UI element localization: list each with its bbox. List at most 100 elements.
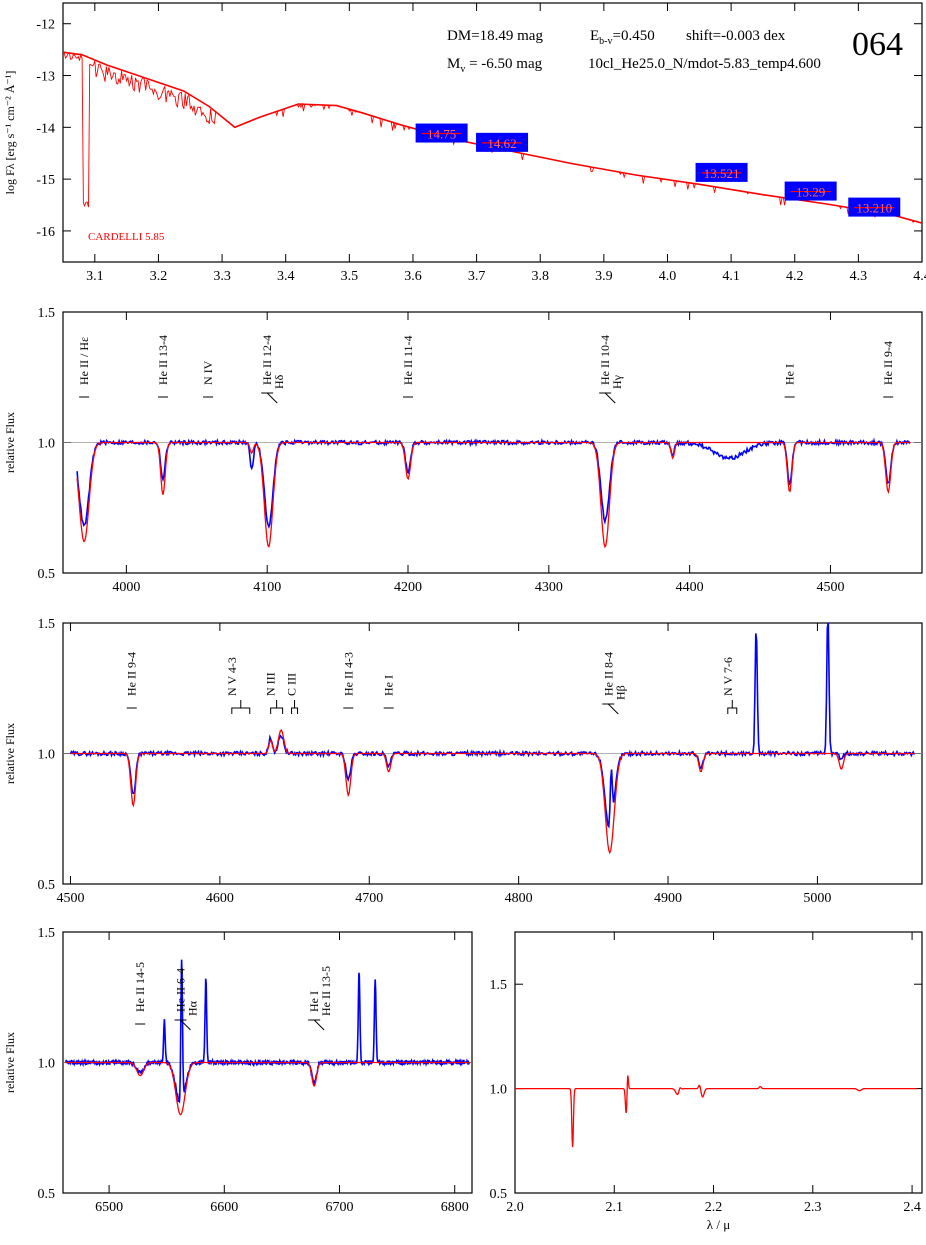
model-label: 10cl_He25.0_N/mdot-5.83_temp4.600	[588, 56, 821, 72]
green-ylabel: relative Flux	[3, 723, 17, 784]
blue-line-label: He II 13-4	[156, 335, 170, 385]
sed-xtick-label: 3.5	[341, 269, 359, 284]
red-ytick-label: 0.5	[38, 1187, 56, 1202]
sed-ytick-label: -13	[36, 70, 55, 85]
green-xtick-label: 4500	[56, 891, 84, 906]
red-line-marker	[180, 1019, 191, 1031]
red-line-label-2: He II 13-5	[319, 966, 333, 1016]
blue-line-label: He II 9-4	[881, 341, 895, 385]
ir-xtick-label: 2.2	[705, 1200, 723, 1215]
green-line-label: N V 4-3	[225, 657, 239, 696]
sed-frame	[62, 2, 923, 263]
blue-xtick-label: 4400	[676, 580, 704, 595]
reddening-label: CARDELLI 5.85	[88, 231, 165, 243]
ir-spectrum-panel: 2.0 2.1 2.2 2.3 2.4 0.5 1.0 1.5 λ / μ	[490, 931, 923, 1232]
red-xtick-label: 6800	[441, 1200, 469, 1215]
ebv-label: Eb-v=0.450	[590, 28, 655, 47]
blue-plot-area	[63, 437, 922, 549]
sed-ylabel: log Fλ [erg s⁻¹ cm⁻² Å⁻¹]	[3, 71, 17, 195]
green-line-bracket	[231, 700, 251, 714]
red-line-label: He II 6-4	[174, 968, 188, 1012]
ir-xtick-label: 2.4	[903, 1200, 921, 1215]
green-observed-spectrum	[69, 623, 915, 829]
green-xtick-label: 4700	[355, 891, 383, 906]
red-ytick-label: 1.0	[38, 1057, 56, 1072]
ir-ytick-label: 1.0	[490, 1083, 508, 1098]
star-id: 064	[852, 26, 903, 63]
blue-line-label-2: Hγ	[610, 374, 624, 389]
ir-ytick-label: 1.5	[490, 978, 508, 993]
red-xtick-label: 6600	[210, 1200, 238, 1215]
sed-xtick-label: 3.2	[150, 269, 168, 284]
green-line-label: He II 9-4	[125, 652, 139, 696]
sed-ytick-label: -16	[36, 225, 55, 240]
mv-label: Mv = -6.50 mag	[447, 56, 543, 75]
red-xtick-label: 6500	[95, 1200, 123, 1215]
blue-xtick-label: 4200	[394, 580, 422, 595]
photometry-label: 14.62	[487, 136, 516, 151]
sed-model-continuum	[63, 51, 922, 224]
sed-xtick-label: 3.7	[468, 269, 486, 284]
sed-xtick-label: 3.1	[86, 269, 104, 284]
green-line-label: He II 8-4	[601, 652, 615, 696]
photometry-label: 13.210	[856, 201, 892, 216]
blue-line-label: N IV	[201, 360, 215, 385]
sed-xtick-label: 3.9	[595, 269, 613, 284]
sed-xtick-label: 3.6	[404, 269, 422, 284]
blue-line-label: He I	[783, 364, 797, 385]
green-line-label: N III	[264, 672, 278, 696]
sed-panel: 3.1 3.2 3.3 3.4 3.5 3.6 3.7 3.8 3.9 4.0 4.1 4.2 4.3 4…	[3, 2, 926, 284]
photometry-label: 13.521	[704, 166, 740, 181]
red-spectrum-panel: 6500 6600 6700 6800 0.5 1.0 1.5 relative Flux He…	[3, 926, 473, 1215]
sed-xtick-label: 4.0	[659, 269, 677, 284]
red-line-label: He II 14-5	[133, 962, 147, 1012]
sed-xtick-label: 3.4	[277, 269, 295, 284]
ir-xtick-label: 2.3	[804, 1200, 822, 1215]
sed-xtick-label: 4.1	[722, 269, 740, 284]
red-ylabel: relative Flux	[3, 1032, 17, 1093]
red-ytick-label: 1.5	[38, 926, 56, 941]
green-ytick-label: 1.5	[38, 617, 56, 632]
green-line-label: He II 4-3	[341, 652, 355, 696]
header-text: DM=18.49 mag Eb-v=0.450 shift=-0.003 dex…	[88, 26, 903, 243]
blue-xtick-label: 4500	[816, 580, 844, 595]
sed-ytick-label: -12	[36, 18, 55, 33]
red-line-label-2: Hα	[186, 1000, 200, 1016]
red-observed-spectrum	[64, 959, 470, 1104]
blue-line-label: He II 11-4	[401, 335, 415, 385]
shift-label: shift=-0.003 dex	[686, 28, 786, 44]
blue-xtick-label: 4000	[112, 580, 140, 595]
green-model-spectrum	[70, 729, 915, 855]
green-ytick-label: 0.5	[38, 878, 56, 893]
photometry-label: 14.75	[427, 127, 456, 142]
green-line-label: C III	[285, 673, 299, 696]
blue-ytick-label: 0.5	[38, 567, 56, 582]
blue-model-spectrum	[76, 441, 911, 549]
red-plot-area	[63, 959, 472, 1116]
green-line-bracket	[727, 700, 738, 714]
blue-ylabel: relative Flux	[3, 412, 17, 473]
blue-ytick-label: 1.0	[38, 437, 56, 452]
sed-ytick-label: -15	[36, 173, 55, 188]
ir-ytick-label: 0.5	[490, 1187, 508, 1202]
blue-line-label: He II 10-4	[598, 335, 612, 385]
green-line-label-2: Hβ	[613, 685, 627, 700]
green-xtick-label: 5000	[803, 891, 831, 906]
red-line-label: He I	[307, 991, 321, 1012]
green-line-label: N V 7-6	[721, 657, 735, 696]
red-line-marker	[313, 1019, 325, 1031]
sed-xtick-label: 4.4	[913, 269, 926, 284]
blue-spectrum-panel: 4000 4100 4200 4300 4400 4500 0.5 1.0 1.5 relativ…	[3, 306, 923, 595]
blue-xtick-label: 4300	[535, 580, 563, 595]
blue-line-marker	[604, 392, 616, 404]
green-line-marker	[607, 703, 619, 715]
green-line-bracket	[291, 700, 299, 714]
blue-line-label: He II 12-4	[260, 335, 274, 385]
green-xtick-label: 4800	[505, 891, 533, 906]
dm-label: DM=18.49 mag	[447, 28, 543, 44]
blue-line-marker	[266, 392, 278, 404]
sed-xtick-label: 4.3	[850, 269, 868, 284]
green-line-label: He I	[382, 675, 396, 696]
ir-xtick-label: 2.0	[506, 1200, 524, 1215]
